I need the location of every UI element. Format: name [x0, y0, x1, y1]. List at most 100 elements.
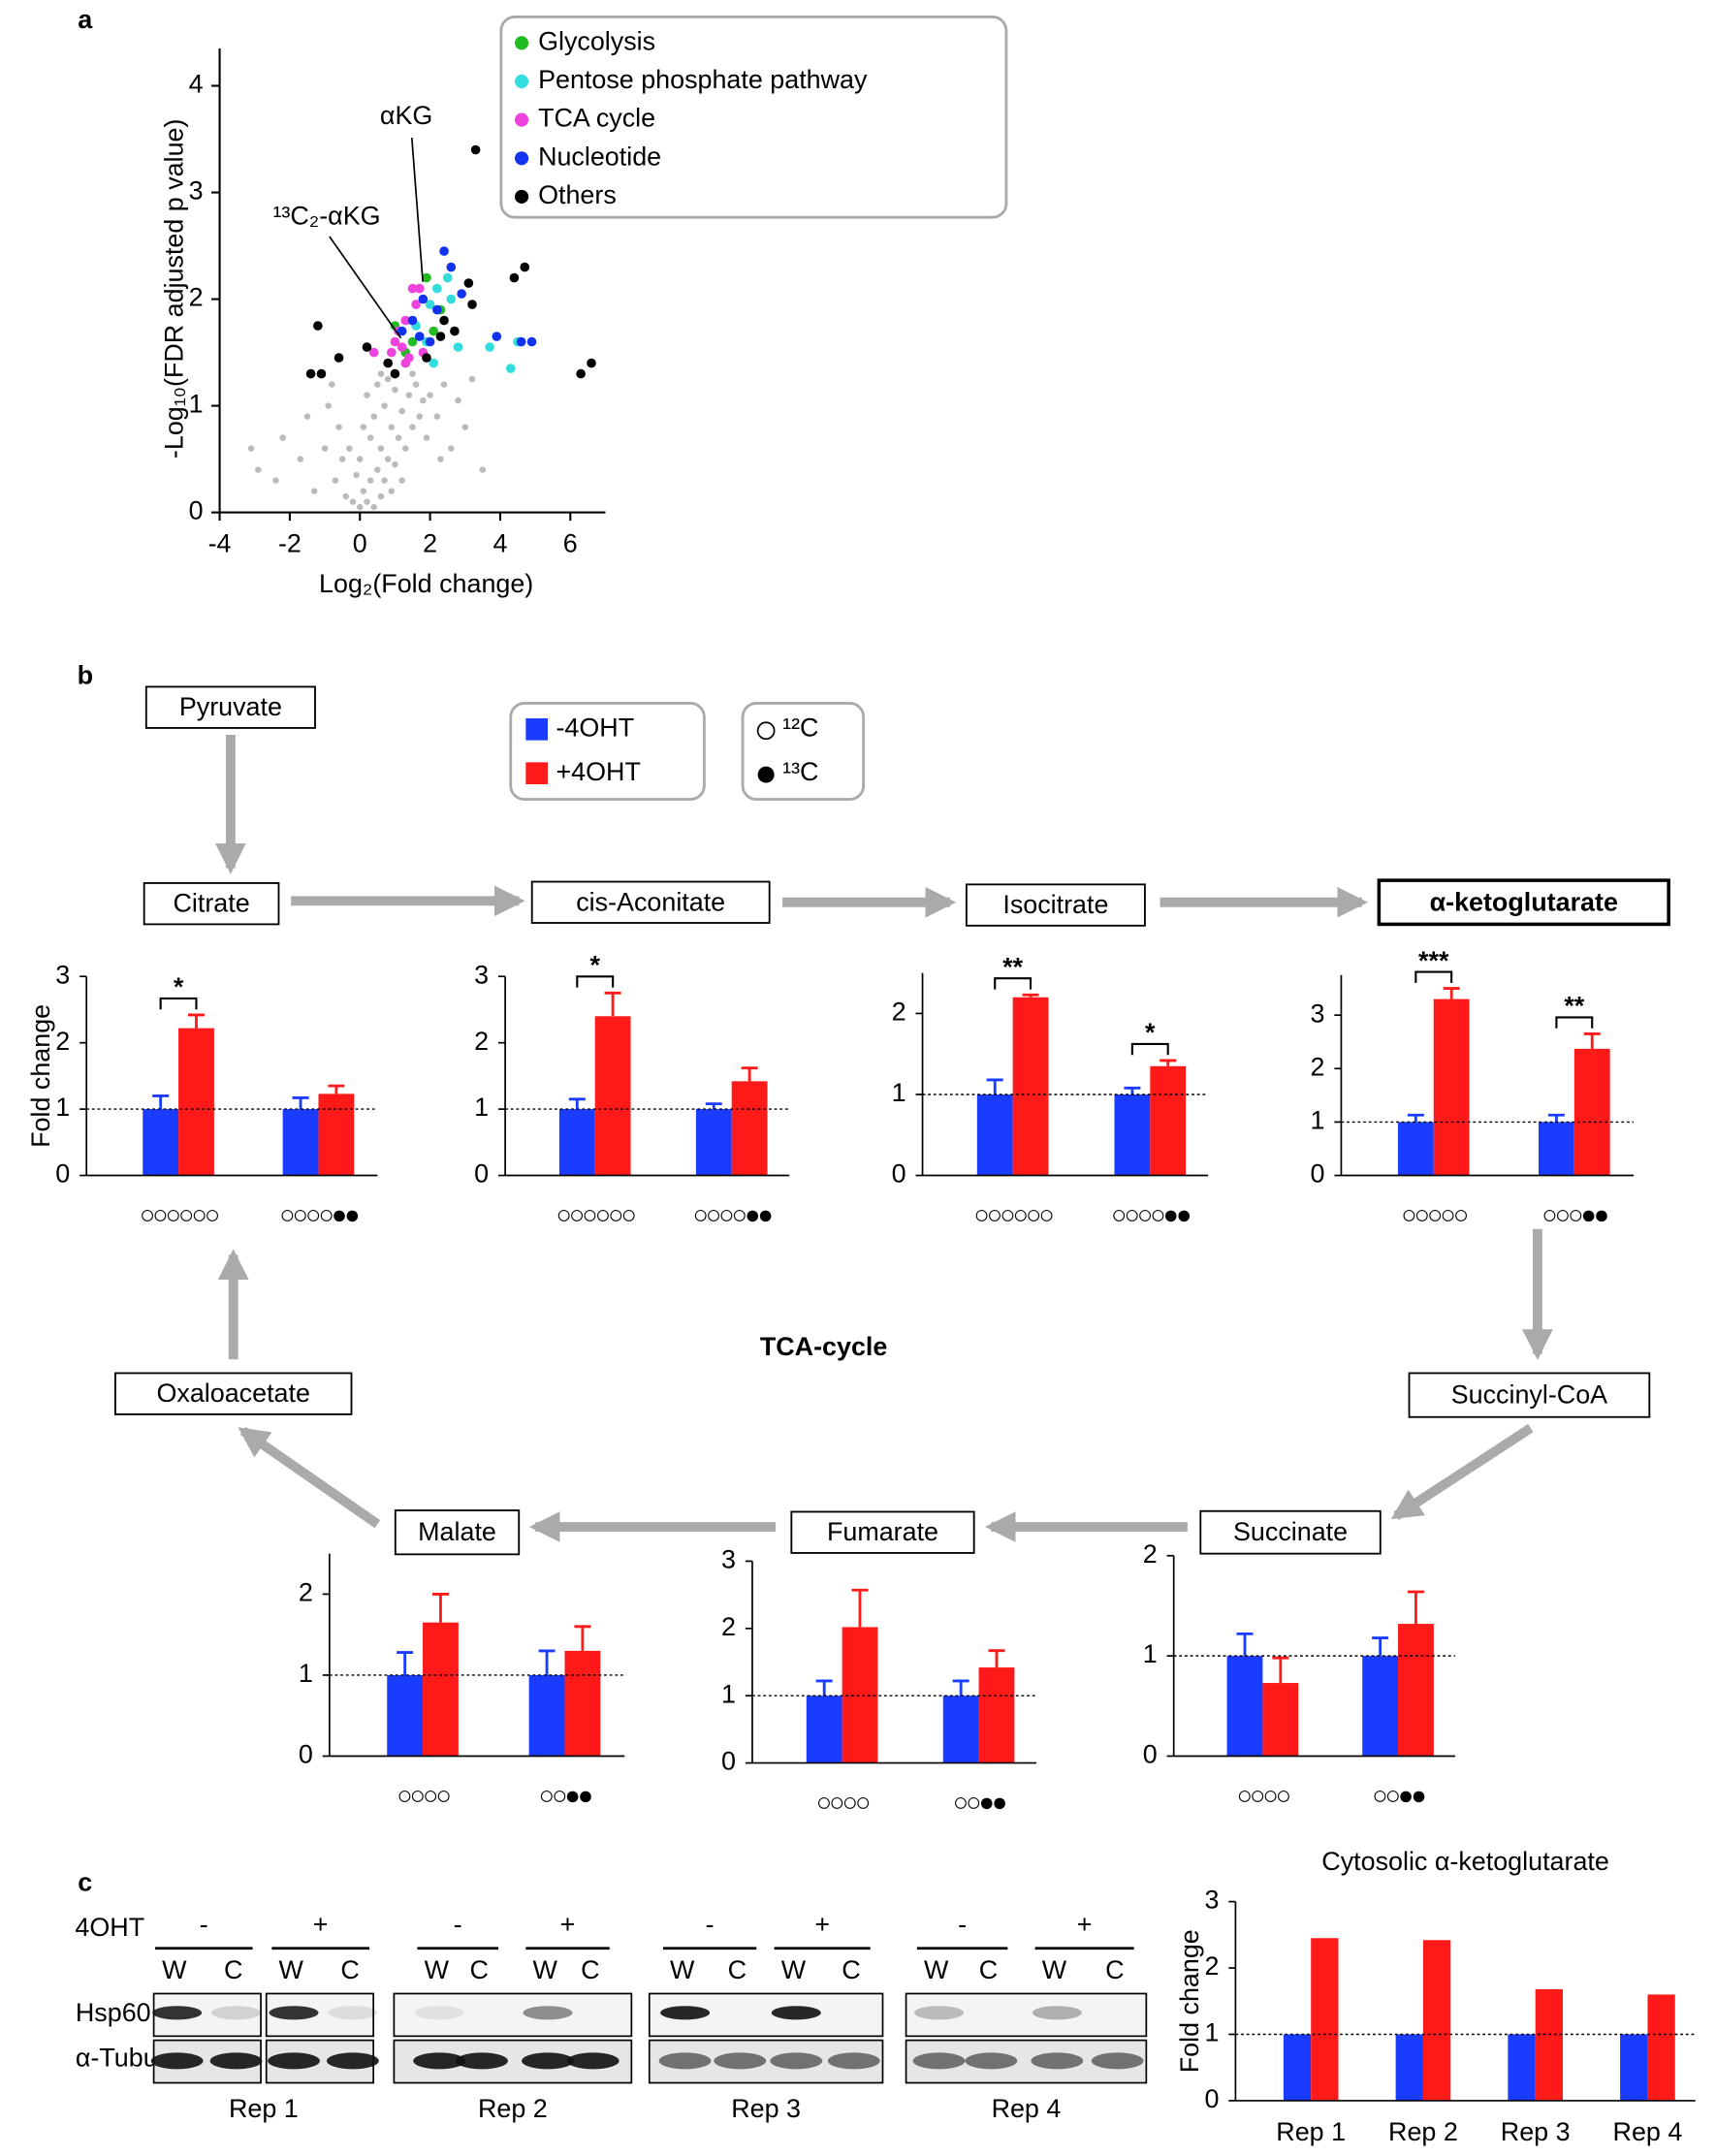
data-point [416, 413, 423, 420]
node-box [530, 880, 771, 924]
leader-line [410, 137, 424, 282]
error-bar [187, 1013, 205, 1029]
data-point [321, 445, 329, 452]
data-point [329, 381, 335, 388]
bar [1114, 1094, 1151, 1176]
blot-band [566, 2052, 620, 2070]
blot-band [771, 2006, 821, 2020]
bar [942, 1696, 979, 1763]
significance-label: ** [1002, 952, 1023, 981]
lane-label: W [670, 1955, 695, 1984]
data-point [467, 300, 477, 309]
data-point [414, 283, 425, 294]
blot-band [660, 2006, 711, 2020]
data-point [409, 370, 416, 377]
blot-panel [905, 1992, 1148, 2038]
bar [282, 1109, 319, 1176]
x-axis-label: Log₂(Fold change) [319, 569, 533, 598]
x-tick-label: Rep 3 [1501, 2117, 1571, 2146]
error-bar [1236, 1632, 1254, 1657]
y-tick-label: 1 [1310, 1106, 1324, 1135]
x-tick-label: ○○●● [539, 1781, 591, 1810]
data-point [325, 402, 332, 409]
legend-marker [757, 766, 775, 783]
data-point [353, 471, 360, 479]
bar [1535, 1988, 1564, 2101]
lane-label: W [781, 1955, 807, 1984]
data-point [439, 246, 449, 256]
data-point [409, 424, 416, 430]
y-tick-label: 0 [474, 1159, 489, 1189]
error-bar [952, 1679, 969, 1696]
node-label: Succinate [1233, 1517, 1348, 1546]
error-bar [1443, 987, 1460, 999]
lane-label: W [924, 1955, 949, 1984]
error-bar [1407, 1590, 1424, 1625]
bar [1150, 1065, 1187, 1176]
legend-marker [515, 112, 529, 127]
legend-marker [515, 74, 529, 89]
node-box [1199, 1509, 1382, 1555]
blot-band [1091, 2052, 1144, 2070]
blot-band [523, 2006, 573, 2020]
data-point [374, 381, 381, 388]
bar [1283, 2034, 1312, 2101]
data-point [335, 424, 342, 430]
x-tick-label: ○○○○○○ [140, 1200, 219, 1229]
y-tick-label: 2 [299, 1578, 313, 1607]
data-point [442, 272, 453, 283]
data-point [381, 402, 388, 409]
x-tick-label: 6 [563, 529, 578, 558]
x-tick-label: -4 [208, 529, 232, 558]
node-label: Malate [418, 1517, 496, 1546]
legend-label: -4OHT [556, 713, 634, 742]
y-tick-label: 2 [1204, 1951, 1219, 1981]
data-point [429, 326, 439, 336]
lane-label: C [469, 1955, 488, 1984]
legend-label: TCA cycle [538, 104, 655, 133]
lane-label: C [1105, 1955, 1124, 1984]
blot-band [209, 2052, 263, 2070]
legend-marker [515, 151, 529, 166]
treatment-sign: + [814, 1910, 830, 1939]
data-point [360, 488, 367, 494]
data-point [429, 358, 439, 368]
bar [1538, 1122, 1574, 1176]
y-tick-label: 2 [189, 283, 204, 312]
data-point [338, 456, 346, 462]
blot-band [965, 2052, 1018, 2070]
data-point [457, 289, 466, 299]
x-tick-label: ○○○○○○ [556, 1200, 635, 1229]
y-tick-label: 1 [721, 1679, 736, 1708]
x-tick-label: ○○○○ [397, 1781, 450, 1810]
blot-band [1032, 2006, 1082, 2020]
data-point [433, 413, 441, 420]
replicate-label: Rep 2 [478, 2094, 548, 2123]
legend-marker [525, 762, 548, 784]
data-point [398, 477, 405, 484]
data-point [405, 392, 413, 398]
treatment-sign: - [706, 1910, 715, 1939]
data-point [390, 368, 400, 379]
node-label: Isocitrate [1002, 890, 1108, 919]
data-point [432, 283, 442, 294]
y-tick-label: 3 [474, 960, 489, 989]
blot-band [456, 2052, 508, 2070]
error-bar [431, 1593, 449, 1623]
data-point [407, 336, 418, 347]
data-point [386, 347, 397, 358]
legend-label: ¹²C [782, 713, 818, 742]
data-point [423, 434, 430, 441]
lane-label: W [162, 1955, 187, 1984]
data-point [402, 445, 409, 452]
y-tick-label: 1 [299, 1659, 313, 1688]
y-tick-label: 1 [892, 1078, 906, 1107]
data-point [384, 375, 392, 383]
legend-box [509, 702, 706, 801]
bar [143, 1109, 179, 1176]
data-point [279, 434, 286, 441]
x-tick-label: ○○○○●● [1111, 1200, 1190, 1229]
y-tick-label: 2 [1143, 1539, 1158, 1569]
node-label: cis-Aconitate [576, 887, 725, 916]
